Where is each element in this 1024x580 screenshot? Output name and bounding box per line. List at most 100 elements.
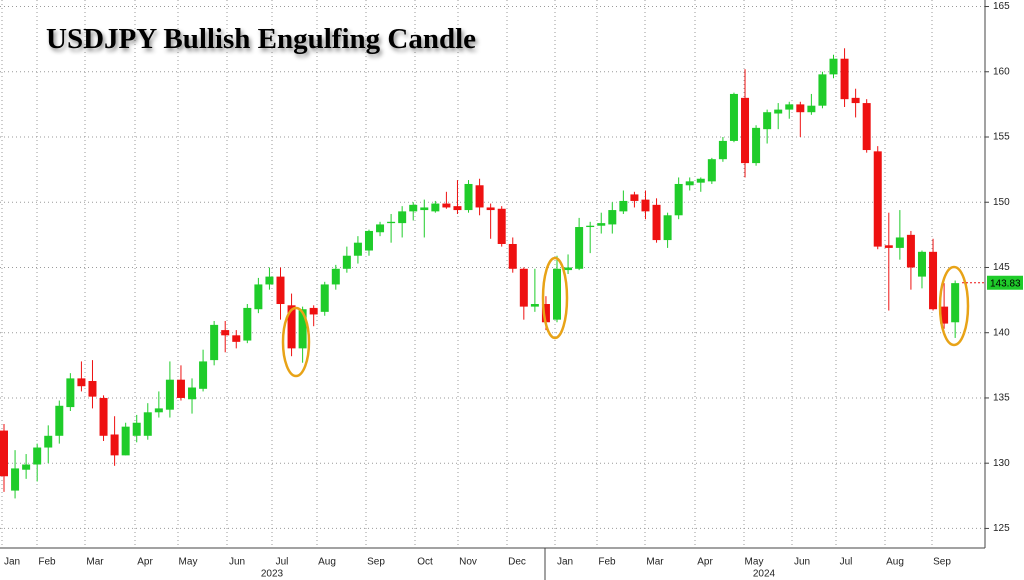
candle-body [641, 199, 650, 212]
candle-body [729, 93, 738, 141]
candle-body [331, 268, 340, 285]
candle-body [154, 408, 163, 413]
candle-body [718, 140, 727, 160]
candle-body [431, 203, 440, 212]
candle-body [320, 284, 329, 312]
candle-body [475, 185, 484, 208]
candle-body [132, 422, 141, 436]
candle-body [342, 255, 351, 269]
x-tick-label: May [179, 557, 198, 568]
y-tick-label: 160 [993, 66, 1010, 77]
x-tick-label: Mar [86, 557, 104, 568]
candle-body [696, 178, 705, 183]
candle-body [741, 97, 750, 164]
highlight-ellipse [281, 306, 311, 378]
candle-body [99, 397, 108, 436]
candle-body [597, 223, 606, 226]
y-tick-label: 145 [993, 262, 1010, 273]
candle-body [176, 379, 185, 398]
candle-body [663, 215, 672, 241]
candle-body [530, 304, 539, 307]
x-tick-label: Mar [646, 557, 664, 568]
candle-body [553, 268, 561, 320]
candle-body [508, 243, 517, 269]
x-tick-label: Jan [4, 557, 20, 568]
candle-body [818, 74, 827, 106]
candle-body [409, 204, 418, 212]
candle-body [796, 104, 805, 113]
x-tick-label: Feb [38, 557, 56, 568]
x-tick-label: Jun [229, 557, 245, 568]
chart-title: USDJPY Bullish Engulfing Candle [46, 23, 476, 55]
candle-body [309, 307, 318, 315]
candle-body [586, 225, 595, 228]
candle-body [298, 309, 307, 349]
x-tick-label: Feb [598, 557, 616, 568]
year-label: 2023 [261, 569, 284, 580]
candle-body [763, 112, 772, 130]
candle-body [276, 276, 285, 305]
candle-body [685, 181, 694, 186]
candle-body [895, 237, 904, 248]
candle-body [398, 211, 407, 224]
candle-body [497, 208, 506, 244]
y-tick-label: 165 [993, 1, 1010, 12]
candle-body [929, 251, 938, 310]
y-tick-label: 125 [993, 523, 1010, 534]
candle-body [33, 447, 42, 465]
candle-body [199, 361, 208, 389]
x-tick-label: May [745, 557, 764, 568]
candle-body [840, 58, 849, 100]
x-tick-label: Jan [557, 557, 573, 568]
candle-body [707, 159, 716, 182]
candle-body [752, 127, 761, 164]
x-tick-label: Dec [508, 557, 526, 568]
candle-body [0, 430, 8, 477]
year-label: 2024 [753, 569, 776, 580]
grid [0, 0, 985, 548]
candle-body [364, 230, 373, 251]
candle-body [807, 105, 816, 113]
y-tick-label: 135 [993, 393, 1010, 404]
highlight-ellipse [541, 256, 569, 340]
candle-body [940, 306, 949, 324]
candle-body [884, 245, 893, 248]
candle-body [376, 224, 385, 233]
candle-body [951, 283, 960, 323]
candle-body [353, 242, 362, 256]
highlight-ellipse [938, 265, 970, 347]
candle-body [44, 435, 53, 448]
candle-body [243, 307, 252, 341]
candle-body [11, 468, 20, 491]
candle-body [88, 380, 97, 397]
candle-body [221, 330, 230, 336]
candle-body [442, 203, 451, 208]
candle-body [608, 210, 617, 225]
candles [0, 48, 960, 499]
x-tick-label: Nov [459, 557, 477, 568]
candle-body [464, 183, 473, 211]
x-tick-label: Aug [886, 557, 904, 568]
x-tick-label: Sep [933, 557, 951, 568]
y-tick-label: 155 [993, 132, 1010, 143]
candle-body [265, 276, 274, 285]
y-tick-label: 140 [993, 327, 1010, 338]
candle-body [575, 227, 584, 269]
x-tick-label: Oct [417, 557, 433, 568]
x-tick-label: Apr [697, 557, 713, 568]
candle-body [165, 379, 174, 410]
candle-body [210, 324, 219, 361]
candle-body [121, 426, 130, 456]
candle-body [387, 221, 396, 224]
last-price-label: 143.83 [990, 278, 1021, 289]
candle-body [785, 104, 794, 110]
candle-body [143, 412, 152, 436]
candle-body [541, 304, 550, 323]
candle-body [674, 183, 683, 216]
candle-body [829, 58, 838, 75]
y-tick-label: 130 [993, 458, 1010, 469]
x-tick-label: Jul [840, 557, 853, 568]
last-price-box [987, 275, 1023, 290]
candle-body [420, 207, 429, 211]
